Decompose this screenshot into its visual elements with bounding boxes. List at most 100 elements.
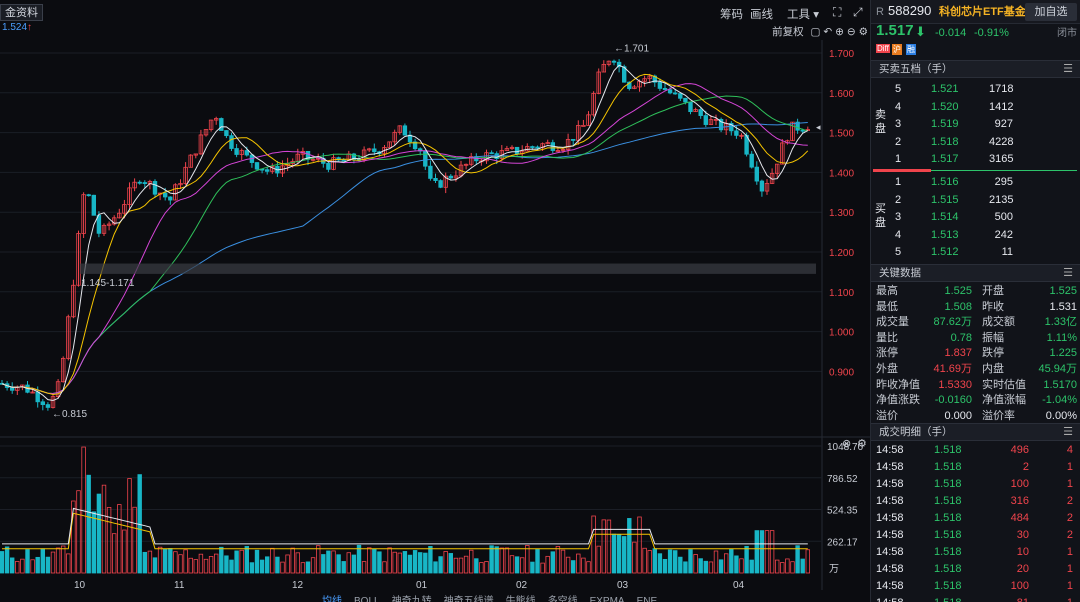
trade-volume: 484 <box>1010 512 1029 524</box>
candlestick-svg[interactable]: 1.700 1.600 1.500 1.400 1.300 1.200 1.100 1.000… <box>0 0 870 602</box>
candle-body <box>673 92 678 95</box>
menu-icon[interactable]: ☰ <box>1063 426 1073 438</box>
volume-bar <box>300 562 306 574</box>
candle-body <box>198 134 204 155</box>
adjust-mode-label[interactable]: 前复权 <box>772 26 804 38</box>
indicator-tab[interactable]: 神奇五线谱 <box>443 596 494 602</box>
zoom-in-icon[interactable]: ⊕ <box>835 26 844 38</box>
candle-body <box>775 163 780 174</box>
volume-bar <box>637 516 642 574</box>
low-annotation: ←0.815 <box>52 409 87 420</box>
trade-time: 14:58 <box>876 444 904 456</box>
volume-bar <box>428 546 433 574</box>
key-label: 振幅 <box>982 331 1004 344</box>
indicator-tab[interactable]: 多空线 <box>547 596 578 602</box>
volume-bar <box>168 548 173 574</box>
volume-bar <box>193 559 198 574</box>
trade-count: 2 <box>1066 529 1073 541</box>
indicator-tab[interactable]: EXPMA <box>589 596 625 602</box>
bid-level: 2 <box>895 193 902 206</box>
trade-time: 14:58 <box>876 495 904 507</box>
kline-chart-panel[interactable]: 金资料 筹码 画线 工具 ▾ ⛶ ⤢ 1.524↑ 前复权 ▢ ↶ ⊕ ⊖ ⚙ … <box>0 0 870 602</box>
zoom-out-icon[interactable]: ⊖ <box>846 26 856 38</box>
key-value: 0.78 <box>950 331 972 344</box>
price-tick-label: 1.600 <box>829 89 854 100</box>
volume-bar <box>112 533 117 574</box>
volume-bar <box>9 557 15 574</box>
trade-count: 1 <box>1066 546 1073 558</box>
key-label: 昨收净值 <box>876 378 920 391</box>
volume-bar <box>173 551 178 574</box>
trade-count: 2 <box>1066 495 1073 507</box>
candle-body <box>254 162 260 170</box>
candle-body <box>581 124 586 127</box>
menu-icon[interactable]: ☰ <box>1063 267 1073 279</box>
volume-bar <box>152 557 158 574</box>
ask-volume: 3165 <box>989 153 1014 166</box>
indicator-tab[interactable]: 牛熊线 <box>505 596 536 602</box>
volume-bar <box>402 551 408 574</box>
indicator-tab[interactable]: 均线 <box>322 596 342 602</box>
settings-icon[interactable]: ⚙ <box>858 26 868 38</box>
square-icon[interactable]: ▢ <box>810 26 821 38</box>
add-watchlist-button[interactable]: 加自选 <box>1025 3 1077 21</box>
candle-body <box>453 175 459 179</box>
volume-bar <box>372 548 377 574</box>
volume-bar <box>96 493 102 574</box>
quote-sidebar: R 588290 科创芯片ETF基金 加自选 1.517 ⬇ -0.014 -0… <box>870 0 1080 602</box>
key-value: 1.525 <box>1049 285 1077 297</box>
volume-bar <box>468 549 474 574</box>
trade-volume: 496 <box>1010 444 1029 456</box>
trade-volume: 30 <box>1016 529 1029 541</box>
date-tick-label: 01 <box>416 580 428 591</box>
bid-price: 1.514 <box>931 211 959 224</box>
volume-bar <box>642 547 647 574</box>
candle-body <box>693 109 698 113</box>
candle-body <box>678 93 683 99</box>
volume-bar <box>540 562 545 574</box>
volume-bar <box>448 553 453 574</box>
volume-bar <box>412 550 418 574</box>
date-tick-label: 11 <box>174 580 185 591</box>
key-label: 溢价率 <box>982 409 1015 422</box>
volume-bar <box>790 561 795 574</box>
volume-bar <box>45 556 51 574</box>
volume-bar <box>601 519 606 574</box>
volume-bar <box>724 553 729 574</box>
candle-body <box>601 64 606 73</box>
indicator-tab[interactable]: BOLL <box>354 596 380 602</box>
fullscreen-icon[interactable]: ⛶ <box>833 5 842 19</box>
volume-bar <box>315 545 321 574</box>
undo-icon[interactable]: ↶ <box>823 26 833 38</box>
volume-bar <box>611 533 617 574</box>
indicator-tab[interactable]: 神奇九转 <box>391 596 432 602</box>
tools-menu-button[interactable]: 工具 ▾ <box>787 9 819 21</box>
indicator-tab[interactable]: ENE <box>636 596 658 602</box>
bid-price: 1.512 <box>931 246 959 259</box>
menu-icon[interactable]: ☰ <box>1063 63 1073 75</box>
volume-bar <box>596 545 601 574</box>
volume-bar <box>443 551 448 574</box>
volume-bar <box>550 551 555 574</box>
expand-icon[interactable]: ⤢ <box>853 5 863 19</box>
volume-bar <box>147 550 153 574</box>
candle-body <box>203 129 209 136</box>
key-label: 量比 <box>876 331 898 344</box>
trade-time: 14:58 <box>876 461 904 473</box>
trade-time: 14:58 <box>876 529 904 541</box>
volume-bar <box>458 557 464 574</box>
candle-body <box>759 180 765 192</box>
volume-tick-label: 786.52 <box>827 474 858 485</box>
candle-body <box>101 224 107 234</box>
volume-bar <box>494 546 499 574</box>
volume-bar <box>657 553 663 574</box>
volume-bar <box>361 561 367 574</box>
fund-profile-button[interactable]: 金资料 <box>0 4 43 21</box>
draw-line-button[interactable]: 画线 <box>750 9 773 21</box>
chips-button[interactable]: 筹码 <box>720 9 743 21</box>
volume-bar <box>71 500 76 574</box>
date-tick-label: 12 <box>292 580 304 591</box>
key-value: 41.69万 <box>933 363 972 375</box>
price-summary: 1.517 ⬇ -0.014 -0.91% 闭市 Diff 沪 融 <box>871 23 1080 60</box>
key-value: 1.837 <box>944 347 972 360</box>
